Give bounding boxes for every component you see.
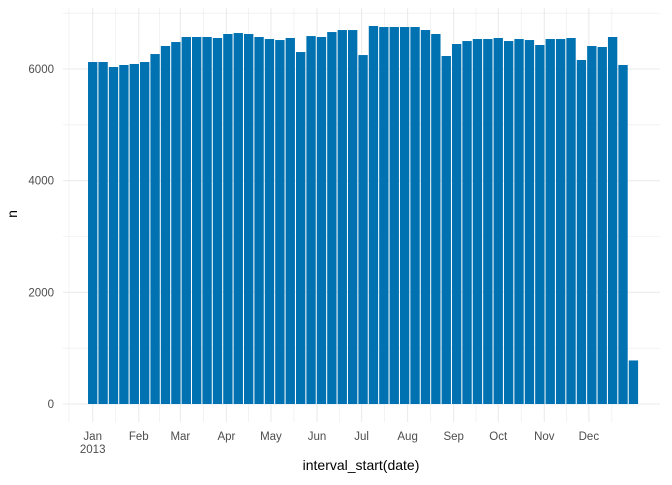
y-tick-label: 0	[48, 399, 54, 411]
bar	[285, 38, 295, 404]
y-axis-ticks: 0 2000 4000 6000	[28, 64, 54, 411]
x-tick-label: May	[260, 431, 282, 443]
bar	[160, 45, 171, 404]
bar	[597, 47, 607, 404]
bar	[306, 36, 316, 404]
x-tick-label: Aug	[397, 431, 417, 443]
bar	[399, 27, 410, 404]
bar	[420, 30, 431, 405]
x-tick-label: Sep	[443, 431, 463, 443]
bar	[566, 38, 576, 404]
bar	[264, 39, 275, 405]
bar	[347, 30, 358, 405]
bar	[192, 37, 202, 404]
x-tick-label: Jun	[308, 431, 327, 443]
bar	[576, 60, 587, 404]
bar	[462, 41, 472, 405]
bar	[88, 62, 98, 404]
bar	[327, 32, 337, 405]
x-axis-title: interval_start(date)	[303, 457, 420, 473]
bar	[212, 38, 223, 404]
bar	[98, 62, 108, 404]
bar	[119, 64, 129, 404]
bar	[472, 39, 483, 405]
bar	[628, 360, 639, 404]
bar	[295, 52, 306, 404]
bar	[514, 39, 524, 405]
bar	[171, 42, 181, 404]
bar	[275, 40, 285, 405]
bar	[316, 37, 327, 404]
bar	[545, 39, 555, 405]
bar	[389, 27, 399, 404]
bar	[587, 45, 597, 404]
bar	[140, 62, 150, 404]
bar	[150, 54, 160, 404]
x-tick-label: Jan	[83, 431, 102, 443]
bar	[618, 64, 628, 404]
bar	[503, 41, 514, 405]
x-tick-year-label: 2013	[80, 444, 106, 456]
bar	[181, 37, 191, 404]
bar	[337, 30, 347, 405]
bar	[493, 38, 503, 404]
bar	[129, 63, 139, 404]
bar	[379, 27, 389, 404]
y-tick-label: 6000	[28, 64, 54, 76]
bar	[108, 66, 119, 405]
bars	[88, 26, 639, 405]
bar	[607, 37, 618, 404]
bar	[358, 55, 368, 405]
x-tick-label: Dec	[579, 431, 600, 443]
x-axis-ticks: Jan Feb Mar Apr May Jun Jul Aug Sep Oct Nov Dec 2013	[80, 431, 599, 456]
y-axis-title: n	[4, 210, 20, 218]
y-tick-label: 2000	[28, 287, 54, 299]
bar	[368, 26, 379, 405]
y-tick-label: 4000	[28, 176, 54, 188]
x-tick-label: Mar	[170, 431, 190, 443]
bar	[254, 37, 264, 404]
x-tick-label: Apr	[217, 431, 235, 443]
x-tick-label: Jul	[354, 431, 369, 443]
bar	[243, 33, 254, 405]
bar	[535, 44, 545, 404]
bar	[483, 39, 493, 405]
x-tick-label: Oct	[489, 431, 508, 443]
bar	[202, 37, 212, 404]
x-tick-label: Feb	[129, 431, 149, 443]
bar	[555, 39, 566, 405]
bar	[223, 33, 233, 405]
bar	[410, 27, 420, 404]
bar	[451, 43, 462, 405]
bar	[233, 33, 243, 404]
bar	[441, 55, 451, 404]
bar	[431, 33, 441, 405]
x-tick-label: Nov	[534, 431, 555, 443]
bar	[524, 40, 535, 405]
